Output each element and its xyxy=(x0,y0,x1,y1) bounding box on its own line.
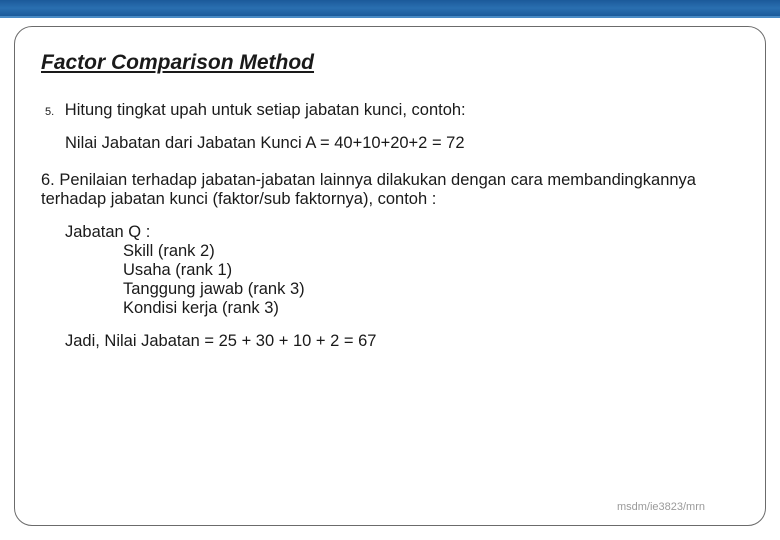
jabatan-line-1: Usaha (rank 1) xyxy=(65,261,739,280)
jadi-result: Jadi, Nilai Jabatan = 25 + 30 + 10 + 2 =… xyxy=(41,332,739,351)
point-5: 5. Hitung tingkat upah untuk setiap jaba… xyxy=(41,101,739,120)
jabatan-line-0: Skill (rank 2) xyxy=(65,242,739,261)
slide-frame: Factor Comparison Method 5. Hitung tingk… xyxy=(14,26,766,526)
point-5-number: 5. xyxy=(45,106,54,118)
jabatan-block: Jabatan Q : Skill (rank 2) Usaha (rank 1… xyxy=(41,223,739,318)
point-6-text: 6. Penilaian terhadap jabatan-jabatan la… xyxy=(41,171,739,209)
jabatan-line-2: Tanggung jawab (rank 3) xyxy=(65,280,739,299)
jabatan-line-3: Kondisi kerja (rank 3) xyxy=(65,299,739,318)
top-accent-bar xyxy=(0,0,780,18)
point-5-subtext: Nilai Jabatan dari Jabatan Kunci A = 40+… xyxy=(41,134,739,153)
point-5-text: Hitung tingkat upah untuk setiap jabatan… xyxy=(65,101,466,119)
footer-text: msdm/ie3823/mrn xyxy=(617,501,705,513)
jabatan-header: Jabatan Q : xyxy=(65,223,739,242)
slide-title: Factor Comparison Method xyxy=(41,51,739,75)
